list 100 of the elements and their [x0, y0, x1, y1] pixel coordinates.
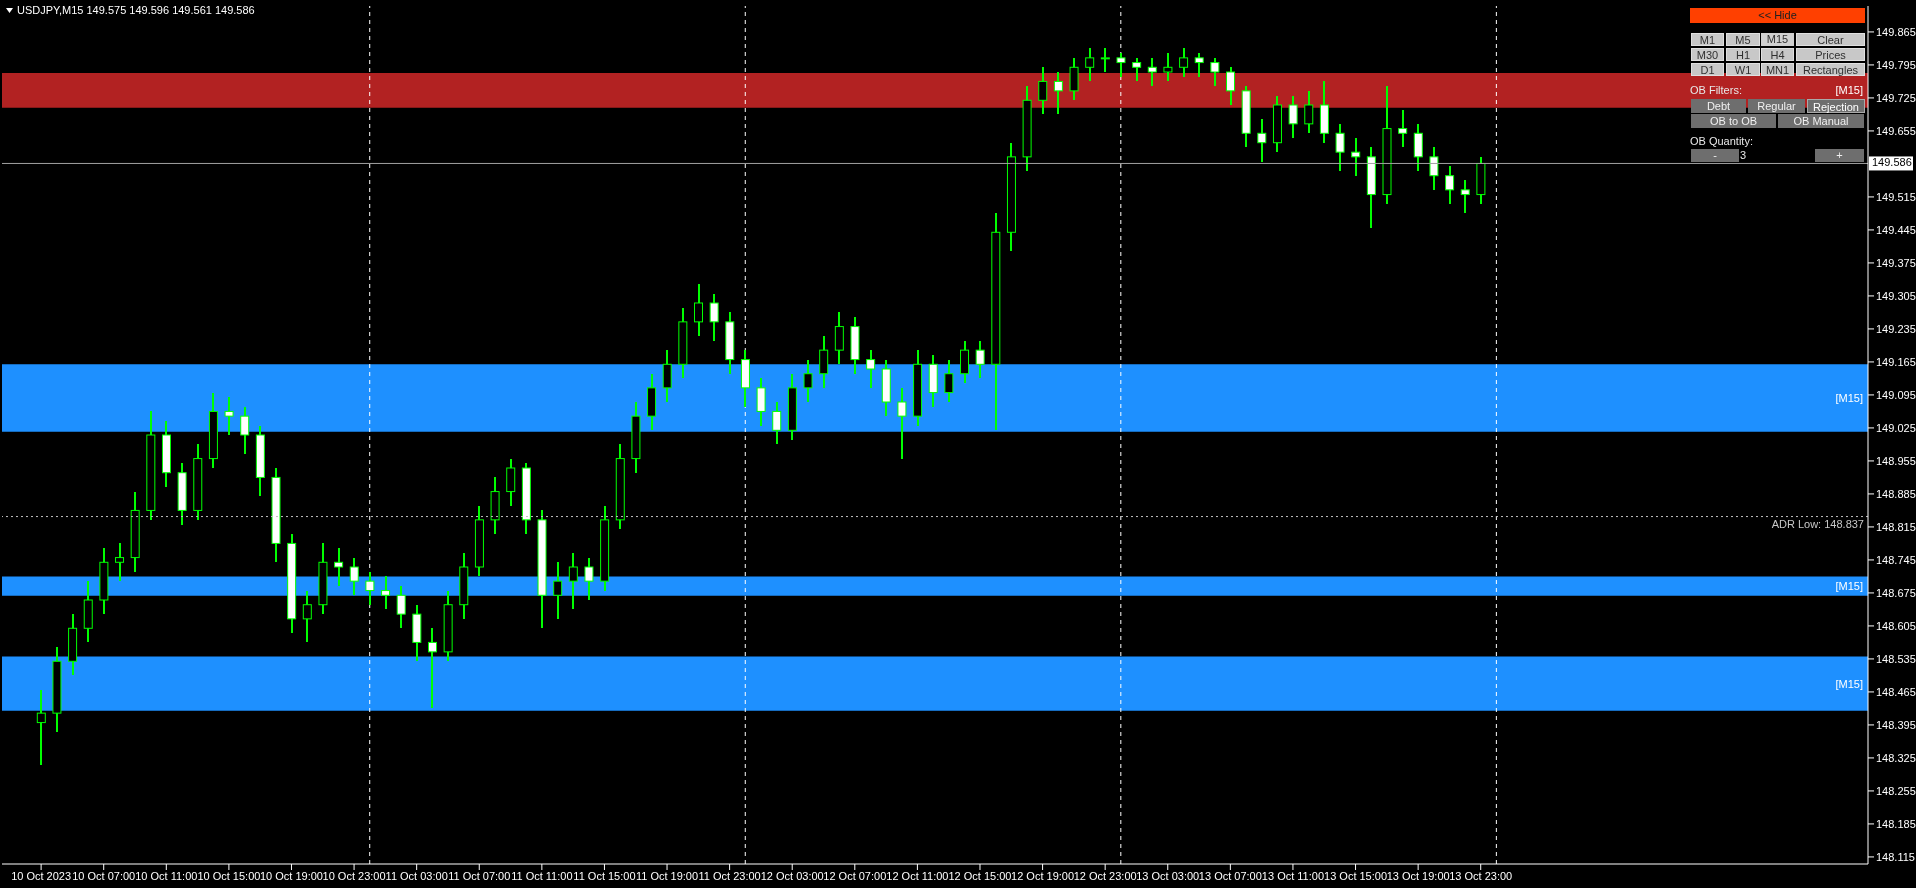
ref-line-label: 149.586 — [1872, 156, 1912, 169]
candlestick — [834, 311, 844, 366]
x-tick-label: 10 Oct 11:00 — [135, 869, 198, 882]
band-label: [M15] — [1835, 391, 1863, 404]
x-tick-label: 12 Oct 23:00 — [1073, 869, 1137, 882]
x-tick-label: 11 Oct 03:00 — [385, 869, 448, 882]
annotation: H1 — [1726, 48, 1760, 61]
annotation: OB Filters: — [1690, 84, 1743, 97]
candlestick — [1288, 94, 1298, 139]
candlestick — [1445, 165, 1455, 205]
x-tick-label: 11 Oct 23:00 — [698, 869, 761, 882]
x-tick-label: 10 Oct 23:00 — [322, 869, 386, 882]
x-tick-label: 13 Oct 03:00 — [1136, 869, 1200, 882]
y-tick-label: 148.535 — [1876, 652, 1916, 665]
candlestick — [1398, 108, 1408, 149]
annotation: - — [1691, 149, 1739, 162]
candlestick — [334, 547, 344, 587]
y-tick-label: 148.325 — [1876, 751, 1916, 764]
candlestick — [1100, 47, 1110, 73]
candlestick — [506, 457, 516, 507]
candlestick — [381, 575, 391, 611]
candlestick — [1351, 137, 1361, 177]
candlestick — [1413, 122, 1423, 172]
candlestick — [1194, 52, 1204, 78]
x-tick-label: 13 Oct 11:00 — [1261, 869, 1325, 882]
annotation: 3 — [1740, 149, 1748, 162]
annotation: M30 — [1691, 48, 1724, 61]
annotation: Rejection — [1807, 99, 1865, 113]
candlestick — [36, 688, 46, 766]
y-tick-label: 149.165 — [1876, 355, 1916, 368]
annotation: M1 — [1691, 33, 1724, 46]
y-tick-label: 149.235 — [1876, 322, 1916, 335]
ref-line-label: ADR Low: 148.837 — [1771, 518, 1864, 531]
y-tick-label: 148.115 — [1876, 850, 1915, 863]
annotation: OB to OB — [1691, 114, 1776, 128]
y-tick-label: 148.605 — [1876, 619, 1916, 632]
candlestick — [772, 401, 782, 446]
annotation: + — [1815, 149, 1864, 162]
candlestick — [819, 335, 829, 389]
candlestick — [1304, 89, 1314, 135]
annotation: M5 — [1726, 33, 1760, 46]
candlestick — [1429, 146, 1439, 191]
y-tick-label: 148.955 — [1876, 454, 1916, 467]
annotation: Regular — [1748, 99, 1805, 113]
y-tick-label: 148.395 — [1876, 718, 1916, 731]
x-tick-label: 10 Oct 19:00 — [259, 869, 323, 882]
candlestick — [1069, 56, 1079, 102]
candlestick — [694, 283, 703, 337]
band-label: [M15] — [1835, 580, 1863, 592]
annotation: D1 — [1691, 63, 1724, 76]
y-tick-label: 148.885 — [1876, 487, 1916, 500]
candlestick — [1147, 56, 1157, 88]
candlestick — [960, 339, 970, 385]
x-tick-label: 11 Oct 15:00 — [573, 869, 636, 882]
candlestick — [1257, 118, 1267, 163]
x-tick-label: 11 Oct 19:00 — [635, 869, 699, 882]
x-tick-label: 11 Oct 07:00 — [448, 869, 511, 882]
candlestick — [709, 292, 719, 342]
candlestick — [897, 386, 907, 460]
candlestick — [568, 551, 578, 611]
y-tick-label: 149.725 — [1876, 91, 1916, 104]
x-tick-label: 10 Oct 07:00 — [72, 869, 136, 882]
candlestick — [1038, 66, 1048, 116]
chart-title: USDJPY,M15 149.575 149.596 149.561 149.586 — [17, 4, 255, 16]
candlestick — [427, 627, 437, 710]
annotation: W1 — [1726, 63, 1760, 76]
annotation: Rectangles — [1796, 63, 1865, 76]
candlestick — [1179, 47, 1189, 78]
x-tick-label: 12 Oct 03:00 — [760, 869, 824, 882]
annotation: << Hide — [1690, 8, 1865, 23]
annotation: MN1 — [1761, 63, 1794, 76]
candlestick — [1132, 56, 1142, 83]
candlestick — [1163, 52, 1173, 83]
candlestick — [1053, 71, 1063, 116]
y-tick-label: 148.815 — [1876, 520, 1916, 533]
y-tick-label: 149.095 — [1876, 388, 1916, 401]
annotation: OB Manual — [1778, 114, 1864, 128]
x-tick-label: 12 Oct 11:00 — [886, 869, 949, 882]
y-tick-label: 148.745 — [1876, 553, 1916, 566]
y-tick-label: 149.305 — [1876, 289, 1916, 302]
annotation: OB Quantity: — [1690, 135, 1754, 148]
candlestick — [396, 584, 406, 630]
band-label: [M15] — [1835, 677, 1863, 690]
x-tick-label: 12 Oct 19:00 — [1011, 869, 1075, 882]
y-tick-label: 149.445 — [1876, 223, 1916, 236]
candlestick — [1460, 179, 1470, 215]
y-tick-label: 149.795 — [1876, 58, 1916, 71]
x-tick-label: 10 Oct 15:00 — [197, 869, 261, 882]
x-tick-label: 13 Oct 23:00 — [1449, 869, 1513, 882]
annotation: M15 — [1761, 33, 1794, 46]
y-tick-label: 148.255 — [1876, 784, 1916, 797]
candlestick — [349, 556, 359, 597]
candlestick — [584, 556, 594, 601]
y-tick-label: 149.025 — [1876, 421, 1916, 434]
candlestick — [1226, 66, 1236, 106]
candlestick — [1335, 122, 1345, 172]
x-tick-label: 13 Oct 19:00 — [1386, 869, 1450, 882]
annotation: Debt — [1691, 99, 1746, 113]
candlestick — [224, 396, 234, 436]
y-tick-label: 149.375 — [1876, 256, 1916, 269]
